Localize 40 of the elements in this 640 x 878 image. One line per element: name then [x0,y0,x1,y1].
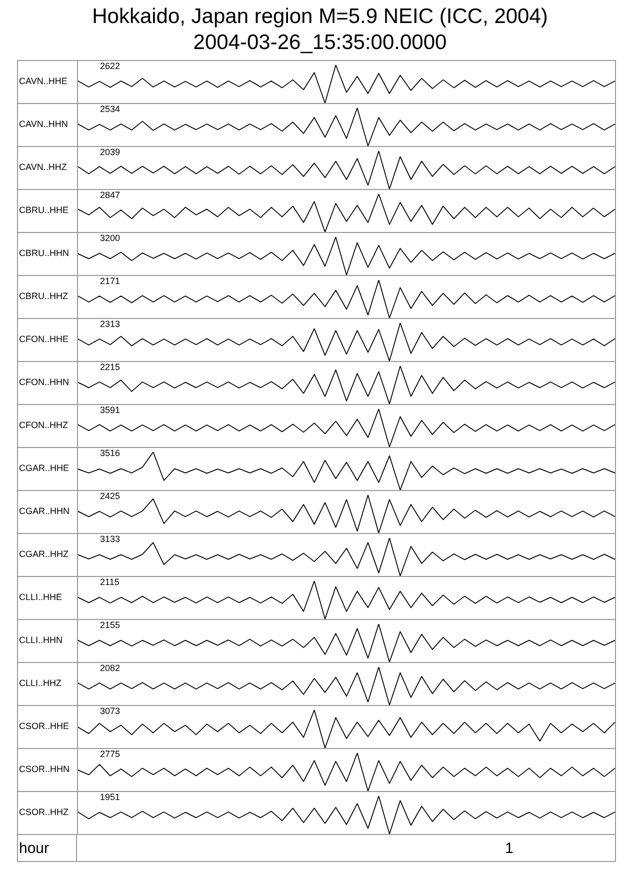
series-label: CBRU..HHZ [19,291,68,301]
annotation: 2775 [100,749,120,759]
series-label: CLLI..HHN [19,635,63,645]
series-label: CFON..HHZ [19,420,68,430]
annotation: 3200 [100,233,120,243]
chart-subtitle: 2004-03-26_15:35:00.0000 [192,30,448,56]
annotation: 2847 [100,190,120,200]
series-label: CLLI..HHE [19,592,62,602]
annotation: 2622 [100,61,120,71]
annotation: 2425 [100,491,120,501]
annotation: 2115 [100,577,120,587]
series-label: CLLI..HHZ [19,678,62,688]
series-label: CGAR..HHN [19,506,70,516]
series-label: CFON..HHE [19,334,68,344]
annotation: 2155 [100,620,120,630]
annotation: 3516 [100,448,120,458]
series-label: CBRU..HHE [19,205,69,215]
series-label: CAVN..HHE [19,76,68,86]
annotation: 1951 [100,792,120,802]
series-label: CAVN..HHN [19,119,68,129]
annotation: 2171 [100,276,120,286]
annotation: 3073 [100,706,120,716]
series-label: CSOR..HHN [19,764,70,774]
annotation: 2039 [100,147,120,157]
series-label: CGAR..HHE [19,463,70,473]
annotation: 3133 [100,534,120,544]
annotation: 2215 [100,362,120,372]
series-label: CSOR..HHE [19,721,70,731]
text: 1 [505,840,514,857]
annotation: 2534 [100,104,120,114]
series-label: CSOR..HHZ [19,807,68,817]
chart-title: Hokkaido, Japan region M=5.9 NEIC (ICC, 2004) [91,4,549,30]
series-label: CGAR..HHZ [19,549,68,559]
annotation: 3591 [100,405,120,415]
series-label: CFON..HHN [19,377,69,387]
annotation: 2313 [100,319,120,329]
series-label: CBRU..HHN [19,248,70,258]
x-axis-title: hour [18,835,77,861]
series-label: CAVN..HHZ [19,162,67,172]
annotation: 2082 [100,663,120,673]
